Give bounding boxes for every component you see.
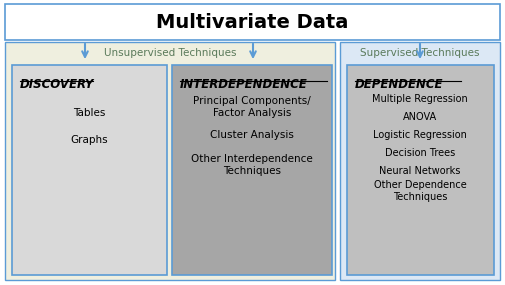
Text: Tables: Tables — [73, 108, 105, 118]
Text: Multiple Regression: Multiple Regression — [372, 94, 468, 104]
Text: Principal Components/
Factor Analysis: Principal Components/ Factor Analysis — [193, 96, 311, 118]
FancyBboxPatch shape — [12, 65, 167, 275]
FancyBboxPatch shape — [5, 42, 335, 280]
Text: Logistic Regression: Logistic Regression — [373, 130, 467, 140]
Text: Decision Trees: Decision Trees — [385, 148, 455, 158]
Text: Other Interdependence
Techniques: Other Interdependence Techniques — [191, 154, 313, 176]
Text: Other Dependence
Techniques: Other Dependence Techniques — [374, 180, 467, 202]
Text: Cluster Analysis: Cluster Analysis — [210, 130, 294, 140]
Text: DEPENDENCE: DEPENDENCE — [355, 78, 443, 91]
Text: DISCOVERY: DISCOVERY — [20, 78, 94, 91]
Text: Neural Networks: Neural Networks — [379, 166, 461, 176]
Text: ANOVA: ANOVA — [403, 112, 437, 122]
FancyBboxPatch shape — [5, 4, 500, 40]
Text: Graphs: Graphs — [70, 135, 108, 145]
FancyBboxPatch shape — [347, 65, 494, 275]
Text: Unsupervised Techniques: Unsupervised Techniques — [104, 48, 236, 58]
Text: INTERDEPENDENCE: INTERDEPENDENCE — [180, 78, 308, 91]
FancyBboxPatch shape — [172, 65, 332, 275]
FancyBboxPatch shape — [340, 42, 500, 280]
Text: Multivariate Data: Multivariate Data — [156, 13, 348, 32]
Text: Supervised Techniques: Supervised Techniques — [360, 48, 480, 58]
